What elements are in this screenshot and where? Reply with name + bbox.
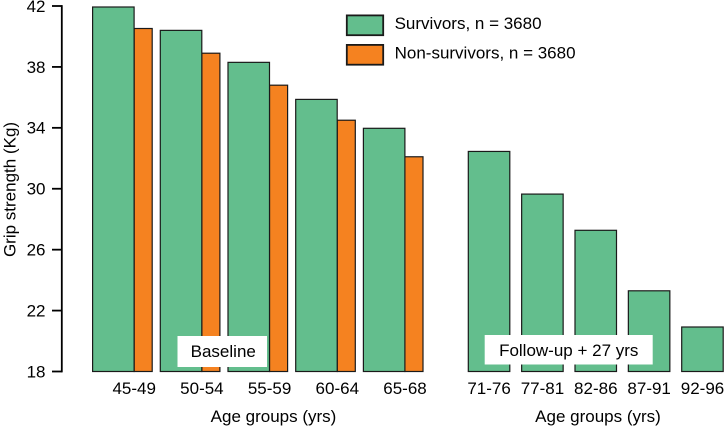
- svg-text:50-54: 50-54: [180, 379, 223, 398]
- svg-text:55-59: 55-59: [248, 379, 291, 398]
- svg-text:Follow-up + 27 yrs: Follow-up + 27 yrs: [499, 341, 638, 360]
- svg-text:22: 22: [27, 301, 46, 320]
- svg-text:34: 34: [27, 119, 46, 138]
- svg-text:77-81: 77-81: [521, 379, 564, 398]
- svg-text:65-68: 65-68: [383, 379, 426, 398]
- svg-text:Non-survivors, n = 3680: Non-survivors, n = 3680: [395, 44, 576, 63]
- svg-text:82-86: 82-86: [574, 379, 617, 398]
- svg-text:92-96: 92-96: [681, 379, 724, 398]
- svg-text:Survivors, n = 3680: Survivors, n = 3680: [395, 14, 542, 33]
- svg-text:Age groups (yrs): Age groups (yrs): [211, 407, 337, 426]
- svg-text:Grip strength (Kg): Grip strength (Kg): [0, 122, 19, 257]
- svg-text:60-64: 60-64: [316, 379, 359, 398]
- svg-text:Age groups (yrs): Age groups (yrs): [535, 407, 661, 426]
- svg-text:Baseline: Baseline: [191, 342, 256, 361]
- svg-text:45-49: 45-49: [112, 379, 155, 398]
- svg-text:87-91: 87-91: [627, 379, 670, 398]
- svg-text:38: 38: [27, 58, 46, 77]
- svg-text:71-76: 71-76: [467, 379, 510, 398]
- svg-text:30: 30: [27, 180, 46, 199]
- svg-text:42: 42: [27, 0, 46, 16]
- svg-text:18: 18: [27, 362, 46, 381]
- svg-text:26: 26: [27, 241, 46, 260]
